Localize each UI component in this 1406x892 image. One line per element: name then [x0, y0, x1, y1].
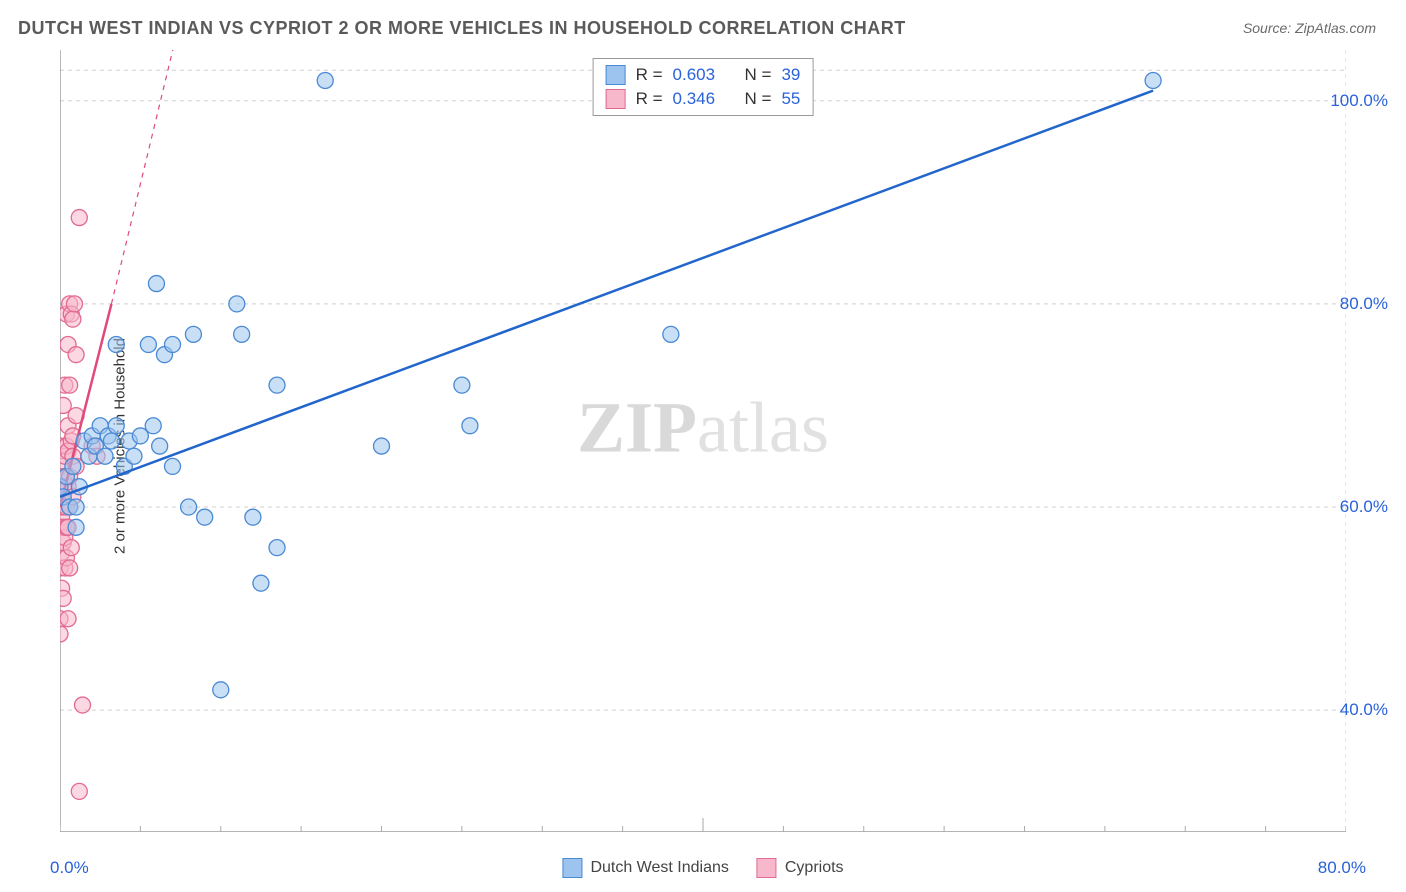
source-attribution: Source: ZipAtlas.com — [1243, 20, 1376, 36]
n-label: N = — [745, 65, 772, 85]
r-label: R = — [636, 65, 663, 85]
legend: Dutch West Indians Cypriots — [562, 858, 843, 878]
yaxis-tick-label: 80.0% — [1340, 294, 1388, 314]
legend-label-series1: Dutch West Indians — [590, 859, 728, 877]
n-value-series2: 55 — [781, 89, 800, 109]
n-label: N = — [745, 89, 772, 109]
stats-row-series2: R = 0.346 N = 55 — [594, 87, 813, 111]
correlation-stats-box: R = 0.603 N = 39 R = 0.346 N = 55 — [593, 58, 814, 116]
xaxis-min-label: 0.0% — [50, 858, 89, 878]
r-value-series2: 0.346 — [673, 89, 716, 109]
swatch-series1 — [606, 65, 626, 85]
yaxis-tick-label: 100.0% — [1330, 91, 1388, 111]
legend-item-series2: Cypriots — [757, 858, 844, 878]
legend-item-series1: Dutch West Indians — [562, 858, 728, 878]
yaxis-tick-label: 60.0% — [1340, 497, 1388, 517]
stats-row-series1: R = 0.603 N = 39 — [594, 63, 813, 87]
legend-swatch-series1 — [562, 858, 582, 878]
chart-title: DUTCH WEST INDIAN VS CYPRIOT 2 OR MORE V… — [18, 18, 906, 39]
legend-label-series2: Cypriots — [785, 859, 844, 877]
chart-container: DUTCH WEST INDIAN VS CYPRIOT 2 OR MORE V… — [0, 0, 1406, 892]
r-label: R = — [636, 89, 663, 109]
r-value-series1: 0.603 — [673, 65, 716, 85]
yaxis-tick-label: 40.0% — [1340, 700, 1388, 720]
legend-swatch-series2 — [757, 858, 777, 878]
xaxis-max-label: 80.0% — [1318, 858, 1366, 878]
scatter-chart — [60, 50, 1346, 832]
swatch-series2 — [606, 89, 626, 109]
n-value-series1: 39 — [781, 65, 800, 85]
